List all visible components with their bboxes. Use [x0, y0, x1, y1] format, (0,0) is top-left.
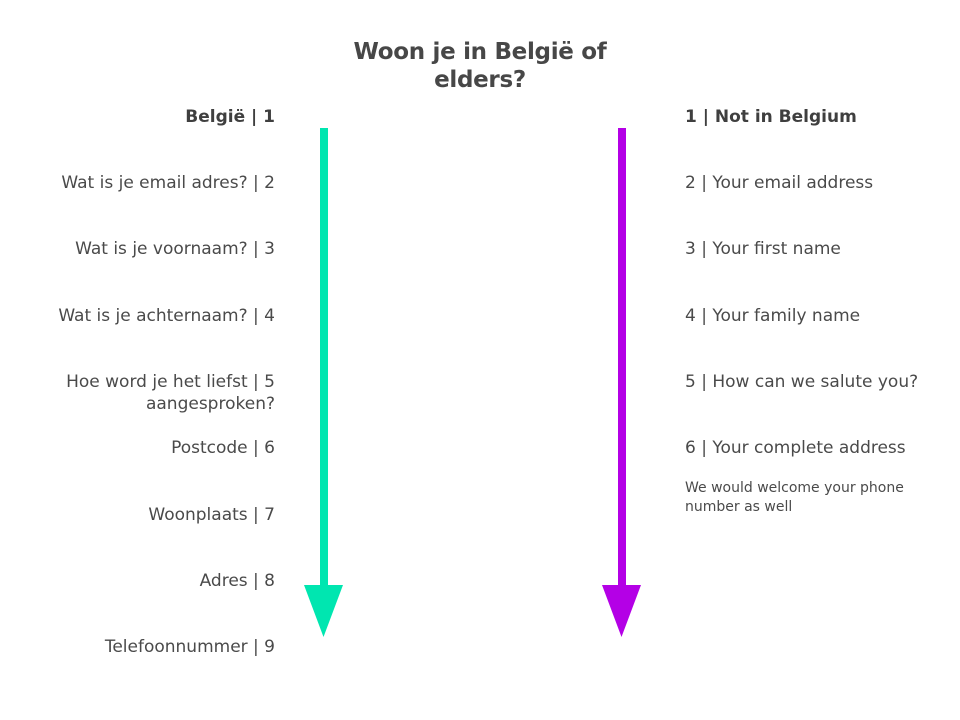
title-line-1: Woon je in België of	[353, 39, 607, 65]
left-column-header: België | 1	[185, 107, 275, 127]
phone-note-line-1: We would welcome your phone	[685, 480, 904, 496]
right-item-first-name: 3 | Your first name	[685, 239, 841, 259]
left-item-address: Adres | 8	[199, 571, 275, 591]
left-arrow-shaft	[320, 128, 328, 588]
left-item-phone: Telefoonnummer | 9	[104, 637, 275, 657]
right-item-salutation: 5 | How can we salute you?	[685, 372, 919, 392]
right-arrow-shaft	[618, 128, 626, 588]
right-flow-arrow	[602, 128, 641, 637]
left-item-email: Wat is je email adres? | 2	[61, 173, 275, 193]
right-item-phone-note: We would welcome your phone number as we…	[685, 479, 945, 517]
left-arrow-head	[304, 585, 343, 637]
right-item-family-name: 4 | Your family name	[685, 306, 861, 326]
left-item-city: Woonplaats | 7	[148, 505, 275, 525]
left-item-last-name: Wat is je achternaam? | 4	[58, 306, 275, 326]
phone-note-line-2: number as well	[685, 499, 793, 515]
right-item-address: 6 | Your complete address	[685, 438, 906, 458]
right-item-email: 2 | Your email address	[685, 173, 874, 193]
title-line-2: elders?	[434, 67, 526, 93]
left-item-salutation-cont: aangesproken?	[145, 394, 275, 414]
diagram-title: Woon je in België of elders?	[330, 38, 630, 94]
right-arrow-head	[602, 585, 641, 637]
left-item-first-name: Wat is je voornaam? | 3	[75, 239, 275, 259]
left-flow-arrow	[304, 128, 343, 637]
left-item-postcode: Postcode | 6	[171, 438, 275, 458]
right-column-header: 1 | Not in Belgium	[685, 107, 857, 127]
left-item-salutation: Hoe word je het liefst | 5	[66, 372, 275, 392]
